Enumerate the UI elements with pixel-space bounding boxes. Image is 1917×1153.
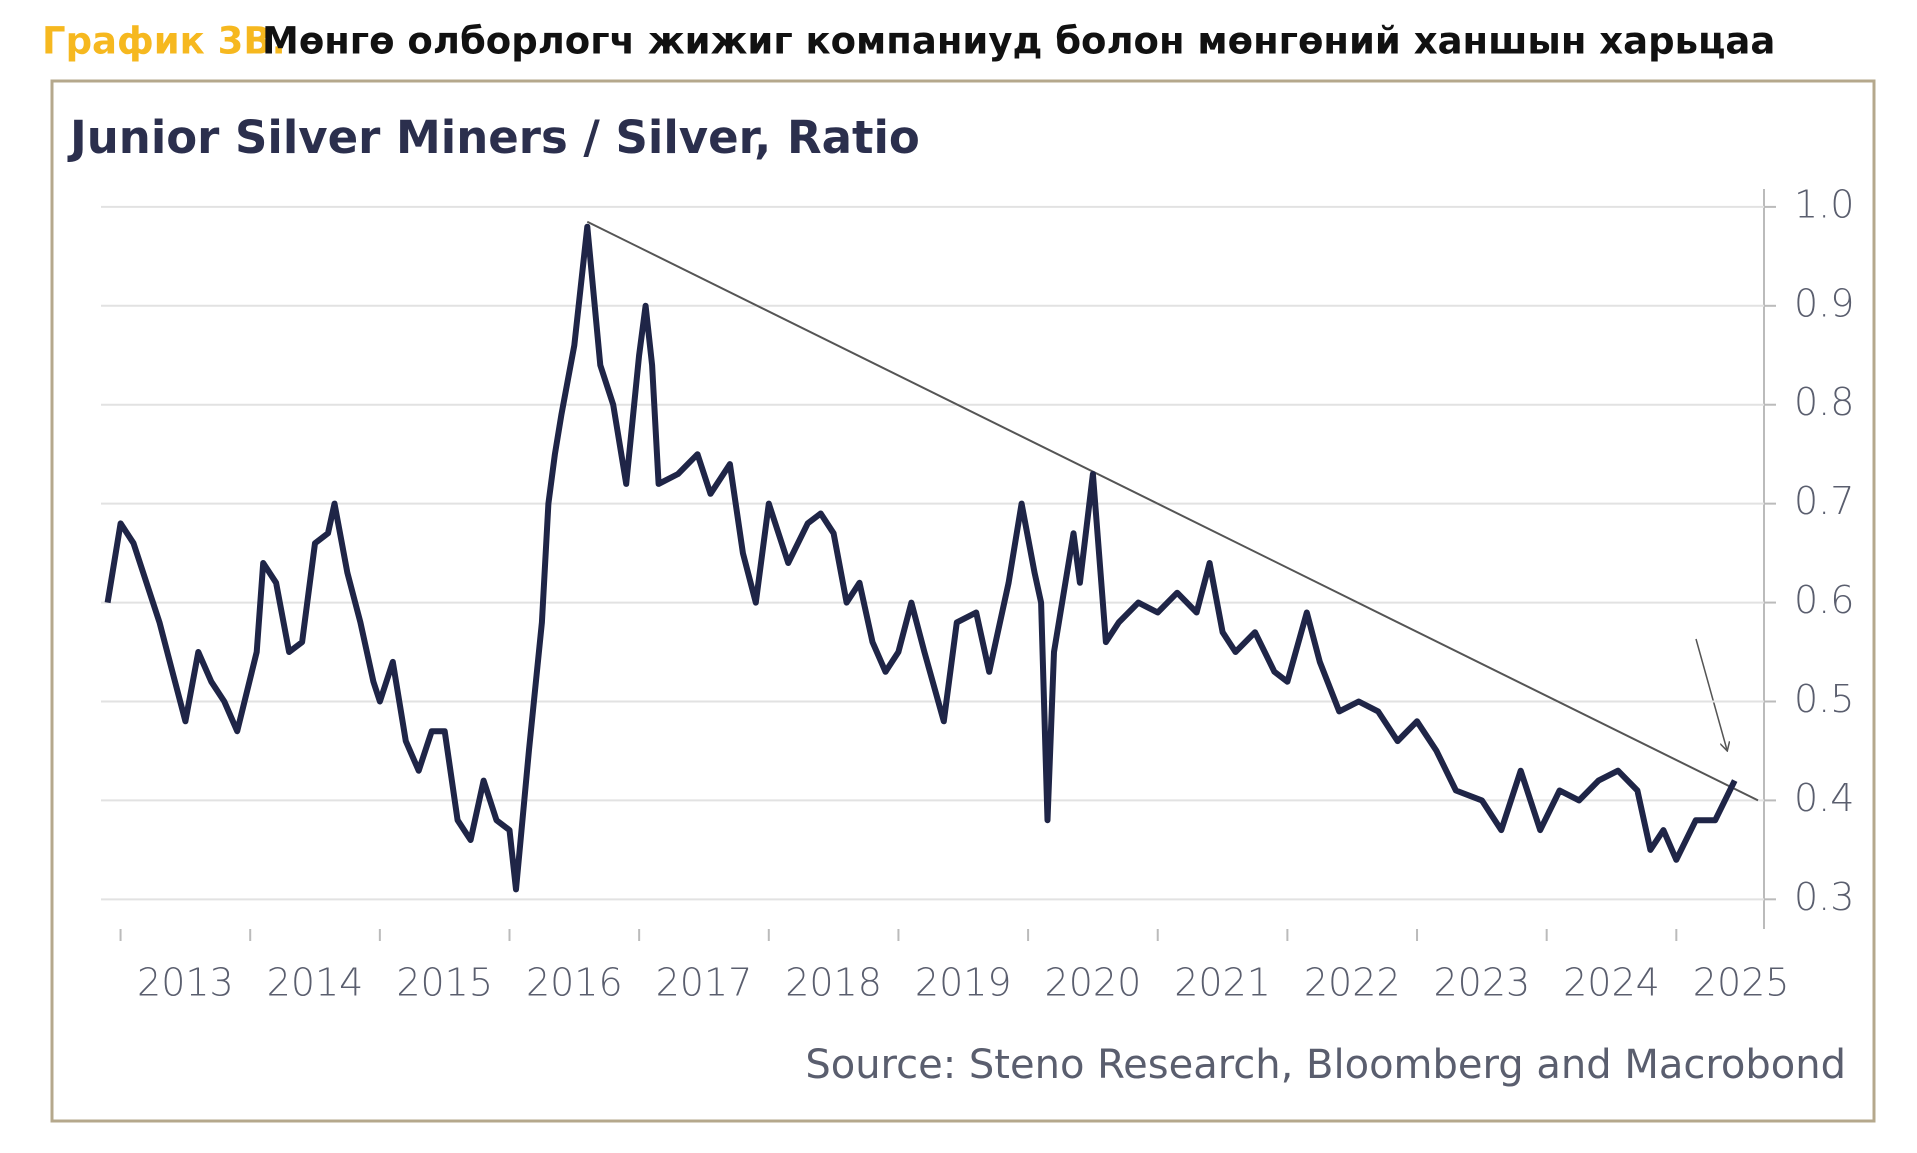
arrow (1695, 638, 1727, 750)
x-tick-label: 2016 (526, 961, 623, 1005)
y-tick-label: 0.8 (1794, 380, 1854, 424)
x-tick-label: 2017 (656, 961, 753, 1005)
x-tick-label: 2015 (396, 961, 493, 1005)
x-tick-label: 2023 (1433, 961, 1530, 1005)
trendline (586, 220, 1759, 802)
y-tick-label: 0.4 (1794, 776, 1854, 820)
y-tick-label: 0.9 (1794, 281, 1854, 325)
y-tick-label: 0.6 (1794, 578, 1854, 622)
x-tick-label: 2013 (137, 961, 234, 1005)
y-tick-label: 0.3 (1794, 875, 1854, 919)
x-tick-label: 2020 (1045, 961, 1142, 1005)
chart-title: Junior Silver Miners / Silver, Ratio (67, 111, 920, 164)
x-tick-label: 2024 (1563, 961, 1660, 1005)
x-tick-label: 2022 (1304, 961, 1401, 1005)
frame (50, 79, 1876, 1123)
x-tick-label: 2018 (785, 961, 882, 1005)
y-tick-label: 1.0 (1794, 182, 1854, 226)
x-tick-label: 2019 (915, 961, 1012, 1005)
y-tick-label: 0.7 (1794, 479, 1854, 523)
header-title: Мөнгө олборлогч жижиг компаниуд болон мө… (262, 20, 1775, 63)
series-line (104, 223, 1738, 893)
source: Source: Steno Research, Bloomberg and Ma… (805, 1042, 1846, 1088)
x-tick-label: 2021 (1174, 961, 1271, 1005)
header-label: График 3В. (42, 20, 286, 63)
x-tick-label: 2014 (267, 961, 364, 1005)
x-tick-label: 2025 (1693, 961, 1790, 1005)
y-tick-label: 0.5 (1794, 677, 1854, 721)
